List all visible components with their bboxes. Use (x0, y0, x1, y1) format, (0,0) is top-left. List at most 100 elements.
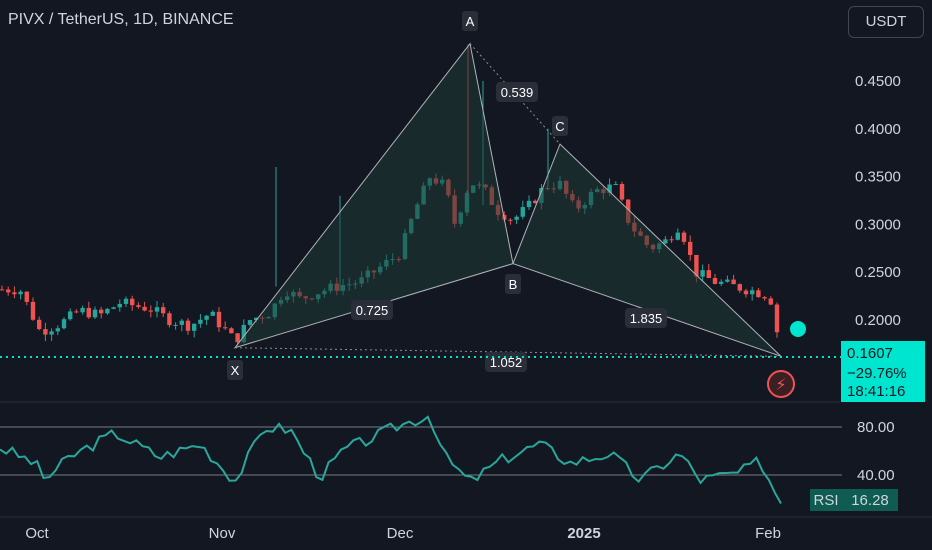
pattern-point-x-box (227, 360, 243, 380)
candle-body (681, 232, 687, 242)
candle-body (30, 301, 36, 320)
time-tick-label: 2025 (567, 525, 600, 542)
candle-body (712, 277, 718, 284)
candle-body (247, 320, 253, 325)
candle-body (700, 270, 705, 277)
candle-body (105, 308, 110, 314)
candle-body (192, 323, 197, 331)
price-tick-label: 0.4000 (855, 121, 901, 138)
candle-body (24, 291, 29, 302)
candle-body (254, 317, 259, 321)
pattern-point-label: A (466, 14, 475, 29)
candle-body (688, 241, 693, 255)
candle-body (12, 292, 17, 295)
pattern-point-label: C (555, 119, 564, 134)
alert-dot[interactable] (790, 321, 806, 337)
price-badge-change: −29.76% (847, 365, 907, 382)
candle-body (762, 297, 767, 299)
candle-body (74, 311, 79, 313)
ratio-label: 0.539 (501, 85, 534, 100)
candle-body (68, 311, 73, 320)
candle-body (669, 239, 674, 241)
candle-body (204, 315, 209, 320)
candle-body (111, 307, 116, 309)
candle-body (99, 309, 104, 314)
candle-body (750, 290, 755, 295)
candle-body (235, 333, 240, 343)
price-badge-value: 0.1607 (847, 345, 893, 362)
pattern-point-c-box (552, 116, 568, 136)
candle-body (725, 279, 730, 282)
candle-body (774, 304, 780, 333)
candle-body (130, 298, 135, 306)
ratio-label-box (496, 82, 538, 102)
candle-body (533, 200, 538, 204)
candle-body (185, 320, 191, 331)
candle-body (210, 311, 215, 316)
candle-body (6, 289, 11, 293)
ratio-label: 0.725 (356, 303, 389, 318)
rsi-tick-label: 40.00 (857, 467, 895, 484)
candle-body (216, 311, 222, 328)
rsi-value: 16.28 (851, 492, 889, 509)
candle-body (768, 298, 773, 305)
candle-body (613, 184, 618, 186)
candle-body (706, 270, 711, 278)
candle-body (743, 290, 749, 295)
rsi-tick-label: 80.00 (857, 419, 895, 436)
candle-body (520, 207, 525, 217)
rsi-label-badge (810, 489, 842, 511)
candle-body (123, 298, 129, 304)
rsi-line (0, 415, 782, 504)
chart-title: PIVX / TetherUS, 1D, BINANCE (8, 11, 234, 28)
candle-body (55, 328, 60, 332)
candle-body (18, 291, 23, 295)
candle-body (756, 290, 761, 298)
candle-body (167, 313, 172, 326)
candle-body (80, 307, 85, 313)
candle-body (514, 216, 519, 220)
candle-body (43, 329, 48, 335)
candle-body (719, 281, 724, 284)
candle-body (37, 319, 42, 330)
candle-body (142, 306, 147, 311)
pattern-point-b-box (505, 274, 521, 294)
time-tick-label: Feb (755, 525, 781, 542)
candle-body (229, 328, 234, 334)
candle-body (607, 184, 612, 194)
candle-body (619, 184, 625, 200)
price-badge (841, 341, 925, 402)
candle-body (694, 254, 699, 277)
time-tick-label: Dec (387, 525, 414, 542)
candle-body (136, 305, 141, 307)
candle-body (61, 319, 67, 329)
candle-body (86, 307, 91, 318)
candle-body (117, 303, 122, 308)
ratio-label-box (351, 300, 393, 320)
candle-body (154, 307, 160, 312)
flash-icon[interactable] (767, 370, 795, 398)
rsi-value-badge (842, 489, 898, 511)
candle-body (0, 289, 5, 291)
candle-body (675, 232, 680, 240)
ratio-label: 1.052 (490, 355, 523, 370)
pattern-point-a-box (462, 11, 478, 31)
price-tick-label: 0.3000 (855, 216, 901, 233)
pattern-xd-line (234, 347, 782, 357)
price-badge-countdown: 18:41:16 (847, 383, 905, 400)
price-tick-label: 0.2500 (855, 264, 901, 281)
candle-body (508, 219, 513, 221)
price-tick-label: 0.2000 (855, 312, 901, 329)
time-tick-label: Nov (209, 525, 236, 542)
price-tick-label: 0.3500 (855, 169, 901, 186)
candle-body (198, 319, 203, 324)
candle-body (148, 310, 153, 312)
pattern-point-label: B (509, 277, 518, 292)
candle-body (731, 279, 736, 285)
currency-button[interactable]: USDT (848, 6, 924, 38)
candle-body (173, 324, 178, 326)
candle-body (161, 307, 166, 314)
candle-body (92, 309, 98, 318)
ratio-label: 1.835 (630, 311, 663, 326)
